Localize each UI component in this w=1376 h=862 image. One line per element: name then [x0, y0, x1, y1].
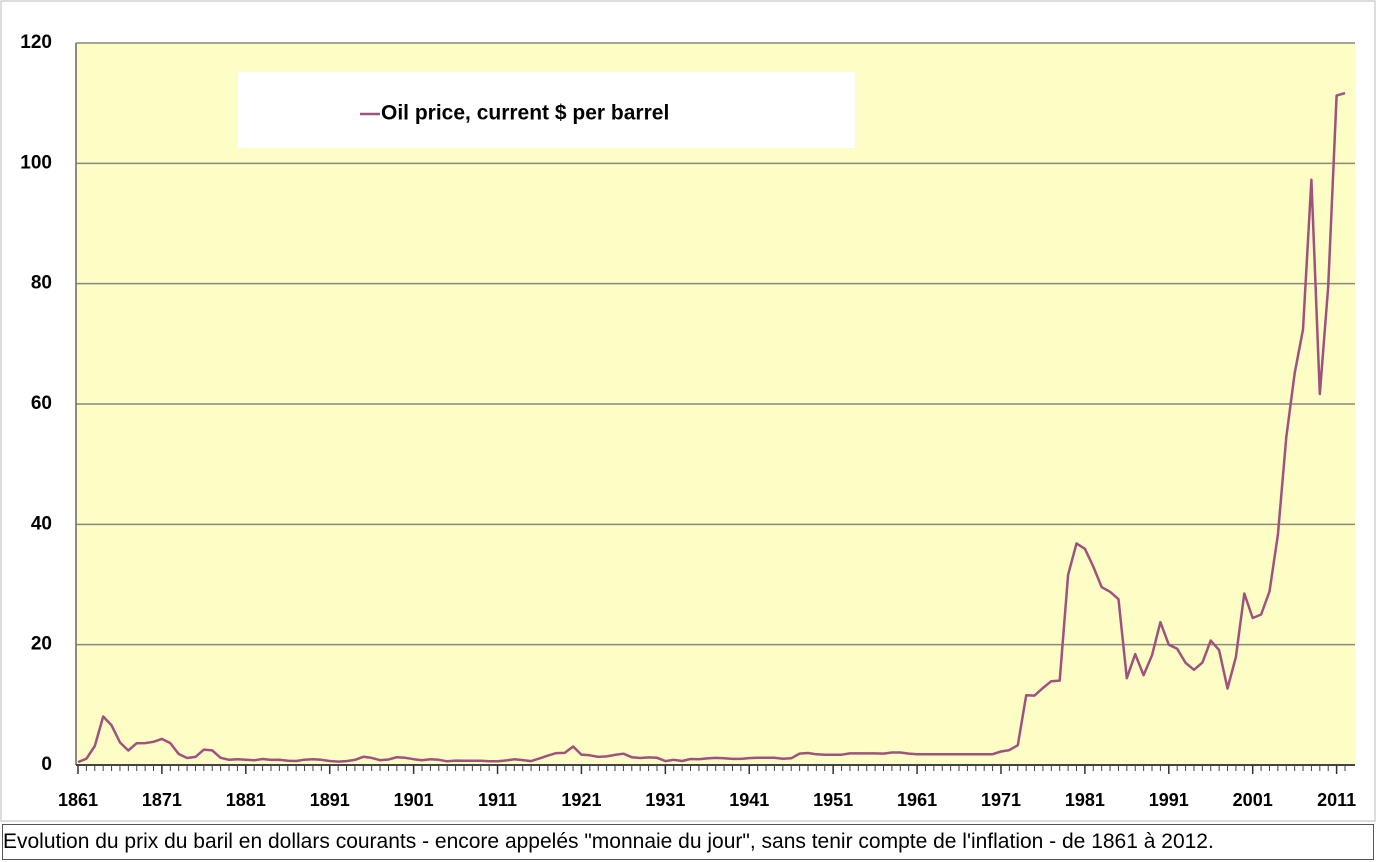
y-tick-label: 0 [41, 754, 52, 775]
x-tick-label: 1951 [813, 790, 853, 810]
x-tick-label: 1941 [729, 790, 769, 810]
y-tick-label: 60 [31, 393, 52, 414]
x-tick-label: 1901 [394, 790, 434, 810]
x-tick-label: 1921 [561, 790, 601, 810]
x-tick-label: 1871 [142, 790, 182, 810]
y-tick-label: 100 [20, 152, 52, 173]
price-line [77, 91, 1346, 764]
x-tick-label: 1991 [1149, 790, 1189, 810]
y-tick-label: 120 [20, 32, 52, 53]
chart: 0 20 40 60 80 100 120 1861 1871 1881 1891 1901 1911 1… [0, 0, 1376, 822]
x-tick-label: 1931 [645, 790, 685, 810]
x-tick-label: 1911 [478, 790, 517, 810]
x-tick-label: 1981 [1065, 790, 1105, 810]
x-tick-label: 2001 [1233, 790, 1273, 810]
x-tick-label: 1971 [981, 790, 1021, 810]
x-tick-label: 1861 [58, 790, 98, 810]
legend-box [238, 72, 855, 148]
y-tick-label: 20 [31, 634, 52, 655]
y-tick-label: 40 [31, 513, 52, 534]
x-tick-label: 1881 [226, 790, 266, 810]
x-tick-label: 1891 [310, 790, 350, 810]
x-tick-label: 1961 [897, 790, 937, 810]
caption: Evolution du prix du baril en dollars co… [2, 824, 1374, 860]
x-tick-label: 2011 [1317, 790, 1356, 810]
legend-label: Oil price, current $ per barrel [381, 102, 669, 125]
y-tick-label: 80 [31, 273, 52, 294]
